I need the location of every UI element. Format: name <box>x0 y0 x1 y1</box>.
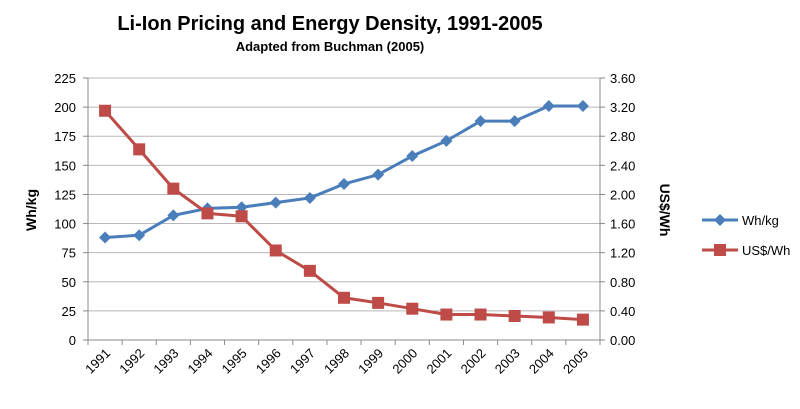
data-point-whkg <box>440 134 453 147</box>
data-point-whkg <box>406 150 419 163</box>
data-point-whkg <box>133 229 146 242</box>
data-point-uswh <box>508 309 521 322</box>
x-tick-label: 2003 <box>492 346 523 377</box>
data-point-uswh <box>201 207 214 220</box>
x-tick-label: 1996 <box>253 346 284 377</box>
data-point-uswh <box>440 308 453 321</box>
x-tick-label: 2001 <box>423 346 454 377</box>
data-point-uswh <box>269 244 282 257</box>
y-tick-label: 100 <box>54 217 76 232</box>
data-point-uswh <box>167 182 180 195</box>
y-tick-label: 25 <box>62 304 76 319</box>
data-point-whkg <box>269 196 282 209</box>
data-point-whkg <box>576 99 589 112</box>
y-tick-label: 225 <box>54 71 76 86</box>
data-point-whkg <box>167 209 180 222</box>
y-tick-label: 150 <box>54 158 76 173</box>
x-tick-label: 2005 <box>560 346 591 377</box>
y2-tick-label: 0.80 <box>610 275 635 290</box>
data-point-uswh <box>714 244 726 256</box>
data-point-uswh <box>338 291 350 304</box>
data-point-whkg <box>714 214 726 226</box>
x-tick-label: 2000 <box>389 346 420 377</box>
data-point-uswh <box>303 264 316 277</box>
y2-tick-label: 0.40 <box>610 304 635 319</box>
x-tick-label: 2002 <box>458 346 489 377</box>
y2-tick-label: 3.60 <box>610 71 635 86</box>
data-point-whkg <box>542 99 555 112</box>
chart-title: Li-Ion Pricing and Energy Density, 1991-… <box>117 13 542 35</box>
y-tick-label: 125 <box>54 187 76 202</box>
y2-tick-label: 3.20 <box>610 100 635 115</box>
y2-axis-label: US$/Wh <box>657 184 673 237</box>
data-point-whkg <box>474 115 487 128</box>
data-point-whkg <box>99 231 112 244</box>
data-point-whkg <box>372 168 385 181</box>
data-point-uswh <box>372 296 385 309</box>
data-point-whkg <box>303 191 316 204</box>
y-tick-label: 200 <box>54 100 76 115</box>
data-point-whkg <box>235 201 248 214</box>
data-point-uswh <box>133 143 146 156</box>
data-point-uswh <box>235 210 248 223</box>
x-tick-label: 1999 <box>355 346 386 377</box>
x-tick-label: 1993 <box>150 346 181 377</box>
x-tick-label: 1997 <box>287 346 318 377</box>
data-point-uswh <box>576 313 589 326</box>
x-tick-label: 1992 <box>116 346 147 377</box>
chart-subtitle: Adapted from Buchman (2005) <box>236 39 425 54</box>
data-point-uswh <box>99 104 112 117</box>
legend-label: Wh/kg <box>742 213 779 228</box>
y-tick-label: 175 <box>54 129 76 144</box>
y-tick-label: 50 <box>62 275 76 290</box>
y2-tick-label: 1.20 <box>610 246 635 261</box>
y2-tick-label: 1.60 <box>610 217 635 232</box>
data-point-whkg <box>508 115 521 128</box>
y2-tick-label: 2.80 <box>610 129 635 144</box>
y-tick-label: 75 <box>62 246 76 261</box>
legend-label: US$/Wh <box>742 243 790 258</box>
data-point-uswh <box>542 311 555 324</box>
data-point-whkg <box>338 177 350 190</box>
data-point-uswh <box>406 302 419 315</box>
x-tick-label: 1998 <box>321 346 352 377</box>
y2-tick-label: 2.00 <box>610 187 635 202</box>
y-axis-label: Wh/kg <box>23 189 39 231</box>
y2-tick-label: 0.00 <box>610 333 635 348</box>
data-point-uswh <box>474 308 487 321</box>
x-tick-label: 2004 <box>526 346 557 377</box>
x-tick-label: 1994 <box>185 346 216 377</box>
x-tick-label: 1991 <box>82 346 113 377</box>
y2-tick-label: 2.40 <box>610 158 635 173</box>
x-tick-label: 1995 <box>219 346 250 377</box>
y-tick-label: 0 <box>69 333 76 348</box>
